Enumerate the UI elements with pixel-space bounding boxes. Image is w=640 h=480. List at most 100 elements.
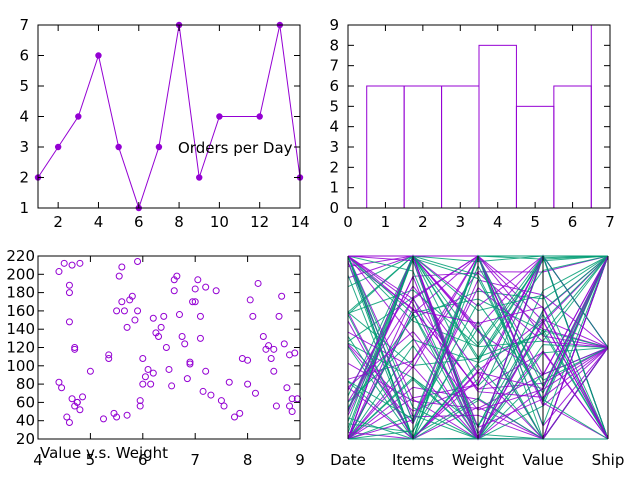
y-tick-label: 20: [16, 430, 35, 448]
x-tick-label: 5: [530, 213, 540, 231]
parallel-axes: Date Items Weight Value Ship: [330, 256, 624, 469]
histogram-bar: [478, 44, 517, 209]
scatter-point: [267, 354, 275, 362]
line-point: [115, 143, 122, 151]
scatter-point: [265, 342, 273, 350]
scatter-point: [55, 268, 63, 276]
line-point: [54, 143, 62, 151]
scatter-point: [71, 345, 79, 353]
scatter-point: [181, 340, 189, 348]
x-tick-label: 5: [86, 451, 96, 469]
scatter-point: [286, 402, 294, 410]
x-tick-label: 9: [295, 451, 305, 469]
scatter-point: [68, 395, 76, 403]
scatter-point: [105, 354, 113, 362]
scatter-point: [286, 351, 294, 359]
scatter-point: [123, 411, 131, 419]
scatter-point: [272, 402, 280, 410]
parallel-axis-label: Items: [392, 451, 434, 469]
scatter-point: [65, 318, 73, 326]
scatter-point: [244, 380, 252, 388]
panel-parallel-coordinates: Date Items Weight Value Ship: [330, 254, 624, 469]
line-point: [95, 52, 102, 59]
parallel-axis-label: Ship: [592, 451, 625, 469]
scatter-point: [275, 312, 283, 320]
scatter-point: [202, 367, 210, 375]
scatter-point: [270, 345, 278, 353]
scatter-point: [157, 323, 165, 331]
scatter-point: [220, 402, 228, 410]
y-tick-label: 5: [329, 97, 339, 115]
y-tick-label: 140: [6, 320, 35, 338]
line-chart-label: Orders per Day: [178, 139, 293, 157]
x-tick-label: 14: [290, 213, 309, 231]
y-tick-label: 7: [19, 16, 29, 34]
scatter-point: [194, 276, 202, 284]
line-point: [216, 113, 223, 120]
x-tick-label: 7: [605, 213, 615, 231]
y-tick-label: 9: [329, 16, 339, 34]
y-tick-label: 80: [16, 375, 35, 393]
y-tick-label: 3: [329, 138, 339, 156]
x-tick-label: 6: [138, 451, 148, 469]
scatter-point: [170, 287, 178, 295]
scatter-point: [249, 312, 257, 320]
scatter-point: [115, 272, 123, 280]
y-tick-label: 160: [6, 302, 35, 320]
scatter-point: [105, 351, 113, 359]
scatter-marks: [55, 257, 301, 427]
scatter-point: [178, 333, 186, 341]
scatter-point: [144, 365, 152, 373]
scatter-point: [191, 298, 199, 306]
scatter-point: [71, 344, 79, 351]
parallel-axis-label: Value: [522, 451, 563, 469]
scatter-point: [160, 312, 168, 320]
y-tick-label: 2: [329, 158, 339, 176]
x-tick-label: 1: [381, 213, 391, 231]
x-tick-label: 4: [493, 213, 503, 231]
y-tick-label: 5: [19, 77, 29, 95]
x-tick-label: 7: [190, 451, 200, 469]
scatter-point: [123, 323, 131, 331]
line-point: [256, 113, 263, 120]
line-point: [196, 174, 203, 181]
scatter-point: [113, 413, 121, 421]
y-tick-label: 1: [19, 199, 29, 217]
x-tick-label: 6: [568, 213, 578, 231]
scatter-point: [207, 391, 215, 399]
x-tick-label: 8: [243, 451, 253, 469]
scatter-point: [155, 333, 163, 341]
y-tick-label: 120: [6, 339, 35, 357]
y-tick-label: 3: [19, 138, 29, 156]
scatter-point: [100, 415, 107, 423]
x-tick-label: 4: [94, 213, 104, 231]
y-tick-label: 8: [329, 36, 339, 54]
scatter-point: [120, 307, 128, 315]
scatter-point: [196, 312, 204, 320]
x-tick-label: 2: [418, 213, 428, 231]
scatter-point: [141, 373, 149, 381]
scatter-point: [134, 307, 142, 315]
scatter-point: [165, 365, 173, 373]
scatter-point: [196, 334, 204, 342]
scatter-point: [202, 283, 210, 291]
scatter-point: [149, 369, 157, 377]
scatter-point: [168, 382, 176, 390]
histogram-bar: [403, 85, 443, 209]
y-tick-label: 180: [6, 284, 35, 302]
y-tick-label: 0: [329, 199, 339, 217]
parallel-axis-label: Weight: [452, 451, 504, 469]
scatter-point: [288, 395, 296, 403]
x-tick-label: 12: [250, 213, 269, 231]
scatter-point: [147, 380, 155, 388]
histogram-frame: [347, 24, 611, 209]
scatter-point: [244, 356, 252, 364]
scatter-point: [76, 259, 84, 267]
scatter-point: [278, 292, 286, 300]
scatter-point: [139, 354, 147, 362]
